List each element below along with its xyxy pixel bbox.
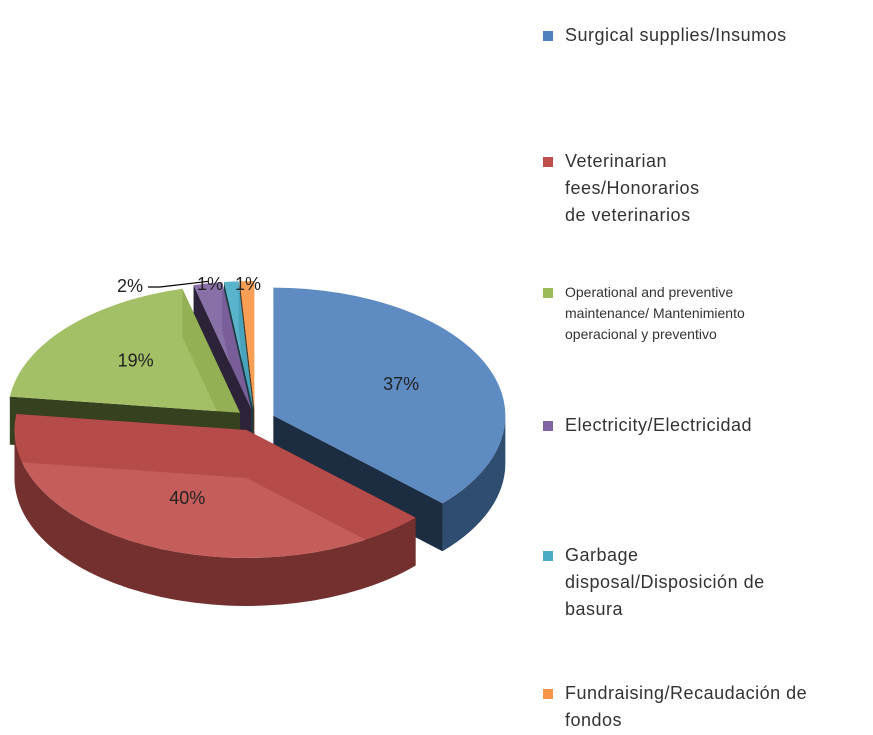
legend-label: Surgical supplies/Insumos [565,25,787,45]
data-label: 37% [383,374,419,394]
legend-item: Electricity/Electricidad [543,412,843,439]
data-label: 2% [117,276,143,296]
legend-label: Fundraising/Recaudación de fondos [565,683,808,730]
pie-chart: 37% 40% 19% 2% 1% 1% [9,274,506,606]
legend-label: Operational and preventive maintenance/ … [565,284,745,342]
slice [9,288,240,413]
slice [193,282,252,410]
slice-wall [14,429,416,606]
slice-wall [442,415,506,552]
legend-swatch [543,421,553,431]
legend-swatch [543,288,553,298]
legend-label: Garbage disposal/Disposición de basura [565,545,765,619]
legend-item: Garbage disposal/Disposición de basura [543,542,808,623]
data-label: 1% [235,274,261,294]
slice [14,413,416,558]
slice [273,287,506,504]
slice [239,280,255,409]
data-label: 1% [197,274,223,294]
legend-label: Electricity/Electricidad [565,415,753,435]
data-label: 19% [118,351,154,371]
slice [224,281,254,410]
legend-item: Surgical supplies/Insumos [543,22,843,49]
legend-swatch [543,689,553,699]
data-label: 40% [169,488,205,508]
legend-swatch [543,551,553,561]
legend-label: Veterinarian fees/Honorarios de veterina… [565,151,700,225]
leader-line [148,280,208,288]
legend-swatch [543,157,553,167]
legend-item: Fundraising/Recaudación de fondos [543,680,848,734]
legend-item: Veterinarian fees/Honorarios de veterina… [543,148,718,229]
legend-swatch [543,31,553,41]
legend-item: Operational and preventive maintenance/ … [543,282,803,345]
